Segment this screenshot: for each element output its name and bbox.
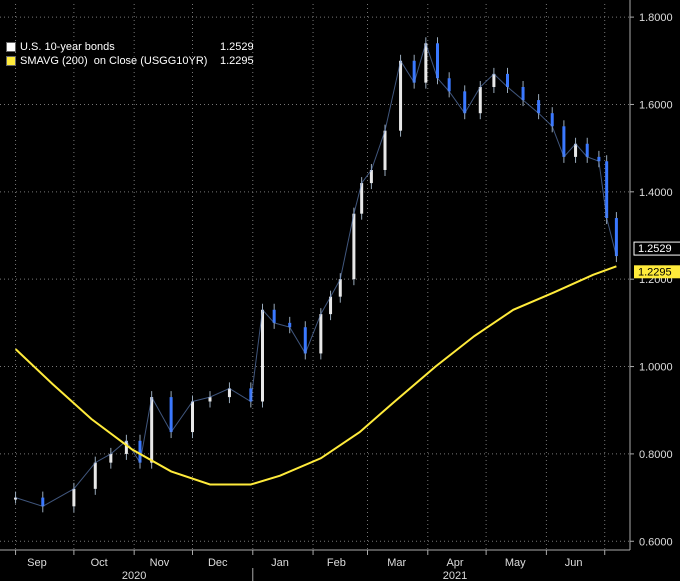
y-tick-label: 1.4000: [639, 187, 673, 199]
bond-candle: [424, 43, 428, 83]
bond-candle: [227, 388, 231, 398]
x-year-label: 2021: [443, 570, 467, 581]
bond-candle: [249, 388, 253, 402]
x-tick-label: Jun: [565, 557, 583, 569]
legend-swatch-smavg: [6, 56, 16, 66]
bond-candle: [272, 309, 276, 323]
bond-candle: [303, 327, 307, 354]
bond-last-value-box: [633, 241, 680, 256]
x-tick-label: Dec: [208, 557, 228, 569]
x-tick-label: May: [505, 557, 526, 569]
bond-candle: [478, 86, 482, 114]
y-tick-label: 1.0000: [639, 362, 673, 374]
bond-candle: [492, 73, 496, 87]
bond-candle: [585, 143, 589, 157]
bond-candle: [261, 309, 264, 402]
legend-entry-smavg: SMAVG (200) on Close (USGG10YR) 1.2295: [6, 54, 254, 68]
x-tick-label: Nov: [150, 557, 170, 569]
bond-candle: [124, 440, 128, 454]
x-tick-label: Oct: [91, 557, 108, 569]
legend-swatch-bonds: [6, 42, 16, 52]
grid: [0, 4, 630, 550]
legend-value-smavg: 1.2295: [220, 55, 254, 67]
bond-candle: [605, 161, 609, 219]
y-tick-label: 1.8000: [639, 12, 673, 24]
bond-candle: [447, 78, 451, 92]
bond-candle: [14, 497, 18, 500]
series-layer: [14, 37, 618, 513]
bond-candle: [412, 60, 416, 83]
y-tick-label: 0.8000: [639, 449, 673, 461]
bond-candle: [338, 279, 342, 297]
x-tick-label: Jan: [271, 557, 289, 569]
bond-candle: [352, 213, 356, 280]
value-labels: 1.2529 1.2295: [633, 241, 680, 279]
bond-candle: [150, 397, 154, 463]
bond-candle: [41, 497, 45, 507]
bond-candle: [574, 143, 578, 157]
x-tick-label: Sep: [27, 557, 47, 569]
bond-candle: [329, 296, 333, 315]
x-year-label: 2020: [122, 570, 146, 581]
bond-candle: [169, 397, 173, 433]
y-tick-label: 1.6000: [639, 99, 673, 111]
x-tick-label: Feb: [327, 557, 346, 569]
bond-candle: [369, 169, 373, 184]
legend-entry-bonds: U.S. 10-year bonds 1.2529: [6, 40, 254, 54]
bond-candle: [506, 73, 509, 87]
bond-line: [15, 41, 617, 507]
bond-candle: [72, 488, 76, 507]
bond-candle: [360, 183, 364, 214]
bond-candle: [562, 126, 566, 157]
bond-candle: [191, 401, 194, 433]
x-tick-label: Apr: [446, 557, 463, 569]
x-tick-label: Mar: [387, 557, 406, 569]
bond-candle: [383, 130, 387, 170]
legend-label-smavg: SMAVG (200) on Close (USGG10YR): [20, 55, 208, 67]
bond-candle: [597, 156, 601, 162]
bond-candle: [319, 314, 323, 354]
legend-label-bonds: U.S. 10-year bonds: [20, 41, 115, 53]
sma-last-value-label: 1.2295: [638, 266, 672, 278]
bond-candle: [614, 218, 618, 257]
bond-candle: [288, 322, 292, 328]
bond-candle: [208, 397, 212, 402]
sma-last-value-box: [634, 265, 680, 279]
bond-candle: [93, 462, 97, 489]
bond-candle: [399, 60, 403, 131]
legend-value-bonds: 1.2529: [220, 41, 254, 53]
bond-candle: [109, 453, 113, 463]
bond-candle: [537, 100, 541, 114]
bond-last-value-label: 1.2529: [638, 243, 672, 255]
bond-candle: [436, 43, 439, 79]
legend: U.S. 10-year bonds 1.2529 SMAVG (200) on…: [6, 40, 254, 68]
bond-candle: [138, 440, 142, 463]
bond-candle: [521, 86, 525, 101]
sma-line: [14, 265, 617, 486]
y-tick-label: 0.6000: [639, 536, 673, 548]
bond-candle: [550, 113, 554, 127]
bond-candle: [463, 91, 467, 114]
